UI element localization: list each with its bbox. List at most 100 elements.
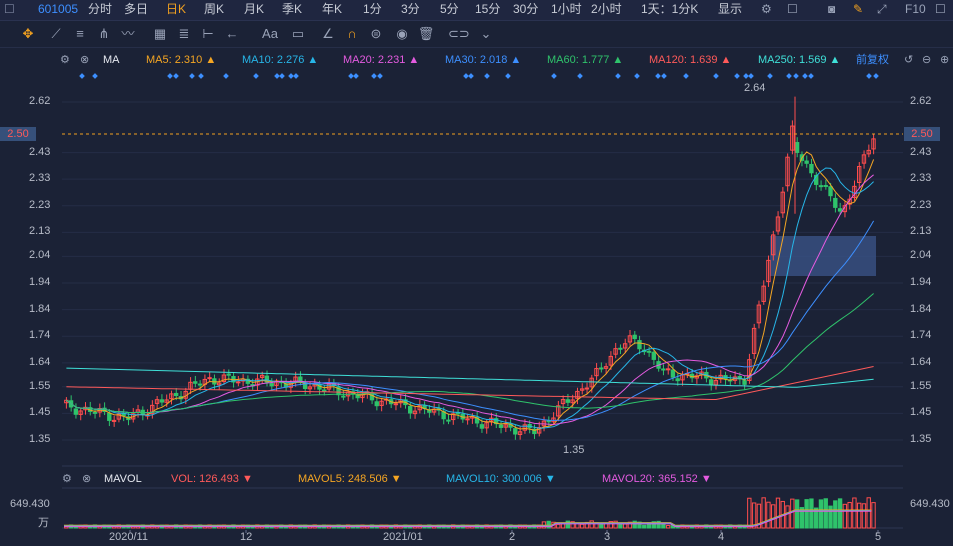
- trash-icon[interactable]: 🗑: [417, 26, 435, 41]
- event-marker: [786, 73, 792, 79]
- date-tick-label: 3: [604, 531, 611, 543]
- toggle-icon[interactable]: ⊂⊃: [448, 26, 470, 41]
- tab-5min[interactable]: 5分: [440, 2, 459, 16]
- panel-icon[interactable]: ☐: [935, 2, 946, 16]
- candle-body: [154, 399, 160, 404]
- candle-body: [603, 366, 609, 369]
- candle-body: [197, 383, 203, 386]
- legend-mavol20: MAVOL20: 365.152 ▼: [602, 473, 712, 485]
- candle-body: [264, 375, 270, 383]
- candle-body: [761, 285, 766, 302]
- price-tick-label: 2.33: [29, 172, 51, 185]
- channel-icon[interactable]: ≡: [76, 26, 84, 41]
- zoom-in-icon[interactable]: ⊕: [940, 54, 950, 66]
- pencil-icon[interactable]: ✎: [853, 2, 864, 16]
- candle-body: [479, 424, 485, 429]
- price-tick-label: 1.74: [910, 329, 932, 342]
- camera-icon[interactable]: ◙: [828, 2, 836, 16]
- event-marker: [577, 73, 583, 79]
- event-marker: [713, 73, 719, 79]
- ma-indicator-name[interactable]: MA: [103, 54, 120, 66]
- lock-icon[interactable]: ⊜: [370, 26, 382, 41]
- arrow-left-icon[interactable]: ←: [225, 26, 239, 41]
- legend-mavol10: MAVOL10: 300.006 ▼: [446, 473, 556, 485]
- eye-icon[interactable]: ◉: [396, 26, 408, 41]
- adjust-mode-button[interactable]: 前复权: [856, 54, 889, 66]
- gear-icon[interactable]: ⚙: [761, 2, 772, 16]
- move-icon[interactable]: ✥: [22, 26, 34, 41]
- volume-bar: [771, 504, 776, 529]
- candle-body: [216, 382, 222, 386]
- vol-close-icon[interactable]: ⊗: [82, 473, 92, 485]
- tab-30min[interactable]: 30分: [513, 2, 539, 16]
- event-marker: [655, 73, 661, 79]
- wave-icon[interactable]: 〰: [121, 26, 135, 41]
- volume-bar: [565, 520, 571, 529]
- pen-icon[interactable]: ∠: [322, 26, 334, 41]
- volume-bar: [823, 498, 828, 529]
- vol-settings-icon[interactable]: ⚙: [62, 473, 72, 485]
- candle-body: [613, 348, 618, 355]
- tab-2hour[interactable]: 2小时: [591, 2, 622, 16]
- tab-1hour[interactable]: 1小时: [551, 2, 582, 16]
- settings-icon[interactable]: ⚙: [60, 54, 70, 66]
- event-marker: [802, 73, 808, 79]
- tab-1min[interactable]: 1分: [363, 2, 382, 16]
- tab-fenshi[interactable]: 分时: [88, 2, 113, 16]
- tab-multi-day[interactable]: 多日: [124, 2, 149, 16]
- volume-bar: [794, 499, 800, 529]
- legend-ma30: MA30: 2.018 ▲: [445, 54, 522, 66]
- tab-monthly-k[interactable]: 月K: [244, 2, 265, 16]
- line-icon[interactable]: ⟋: [51, 26, 61, 41]
- candle-body: [861, 154, 867, 164]
- zoom-out-icon[interactable]: ⊖: [922, 54, 932, 66]
- fib-icon[interactable]: ≣: [178, 26, 190, 41]
- candle-body: [73, 408, 79, 415]
- chevron-down-icon[interactable]: ⌄: [480, 26, 492, 41]
- candle-body: [450, 413, 456, 421]
- close-icon[interactable]: ⊗: [80, 54, 90, 66]
- tab-weekly-k[interactable]: 周K: [204, 2, 225, 16]
- magnet-icon[interactable]: ∩: [347, 26, 357, 41]
- price-tick-label: 1.35: [29, 433, 51, 445]
- stock-code[interactable]: 601005: [38, 2, 79, 16]
- event-marker: [484, 73, 490, 79]
- measure-icon[interactable]: ▦: [153, 26, 167, 41]
- pitchfork-icon[interactable]: ⋔: [98, 26, 110, 41]
- candle-body: [833, 197, 838, 208]
- tab-quarterly-k[interactable]: 季K: [282, 2, 303, 16]
- candle-body: [412, 410, 418, 415]
- display-menu[interactable]: 显示: [718, 2, 743, 16]
- volume-bar: [570, 521, 575, 529]
- reset-icon[interactable]: ↺: [904, 54, 914, 66]
- tab-15min[interactable]: 15分: [475, 2, 501, 16]
- date-tick-label: 2: [509, 531, 516, 543]
- event-marker: [223, 73, 229, 79]
- price-tick-label: 2.23: [910, 198, 932, 211]
- range-icon[interactable]: ⊢: [202, 26, 214, 41]
- candle-body: [111, 419, 117, 422]
- tab-daily-k[interactable]: 日K: [166, 2, 187, 16]
- fullscreen-icon[interactable]: ⤢: [877, 2, 887, 16]
- event-marker: [353, 73, 359, 79]
- tab-yearly-k[interactable]: 年K: [322, 2, 343, 16]
- vol-indicator-name[interactable]: MAVOL: [104, 473, 142, 485]
- candle-body: [661, 368, 666, 371]
- price-tick-label: 2.62: [910, 95, 932, 107]
- volume-bars: [64, 497, 876, 529]
- vol-ma20-line: [64, 510, 872, 528]
- square-icon[interactable]: ☐: [787, 2, 798, 16]
- text-icon[interactable]: Aa: [262, 26, 278, 41]
- f10-button[interactable]: F10: [905, 2, 926, 16]
- date-tick-label: 5: [875, 531, 882, 543]
- candle-body: [637, 340, 642, 350]
- event-marker: [866, 73, 872, 79]
- volume-bar: [589, 520, 594, 529]
- vol-ma5-line: [64, 509, 872, 526]
- period-select[interactable]: 1天：1分K: [641, 2, 699, 16]
- ruler-icon[interactable]: ▭: [291, 26, 305, 41]
- candle-body: [742, 380, 747, 385]
- checkbox-icon[interactable]: ☐: [4, 2, 15, 16]
- tab-3min[interactable]: 3分: [401, 2, 420, 16]
